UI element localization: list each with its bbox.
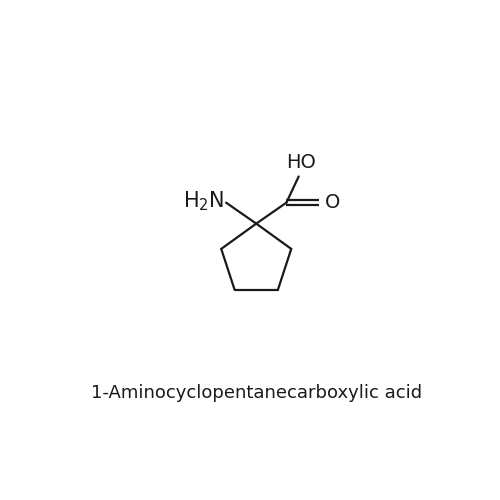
Text: HO: HO bbox=[286, 153, 316, 172]
Text: $\mathregular{H_2N}$: $\mathregular{H_2N}$ bbox=[183, 189, 224, 212]
Text: 1-Aminocyclopentanecarboxylic acid: 1-Aminocyclopentanecarboxylic acid bbox=[90, 384, 422, 402]
Text: O: O bbox=[324, 193, 340, 212]
